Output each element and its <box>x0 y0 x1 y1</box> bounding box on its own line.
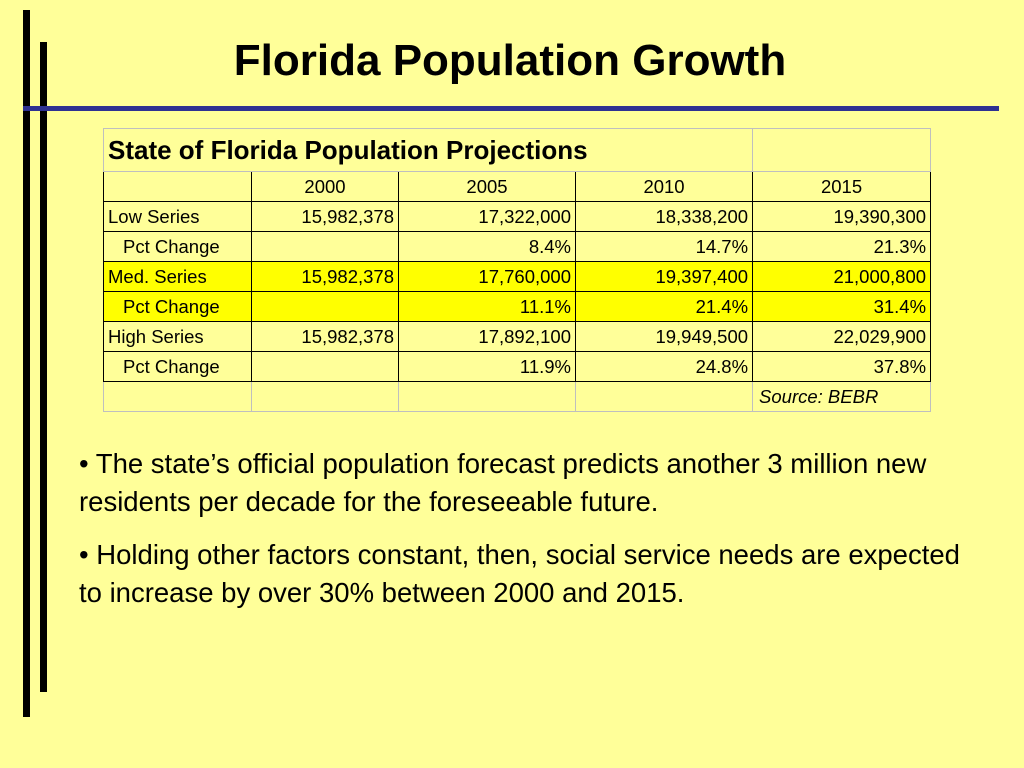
table-cell: 11.1% <box>398 291 576 322</box>
table-cell: 18,338,200 <box>574 201 754 232</box>
table-year-row: 2000 2005 2010 2015 <box>103 171 932 202</box>
table-header-row: State of Florida Population Projections <box>102 128 932 172</box>
year-header: 2010 <box>574 171 754 202</box>
table-cell: 22,029,900 <box>752 321 932 352</box>
source-note: Source: BEBR <box>752 381 932 412</box>
row-label: High Series <box>103 321 252 352</box>
table-title: State of Florida Population Projections <box>102 128 754 172</box>
row-label: Pct Change <box>103 291 252 322</box>
table-cell <box>251 381 399 412</box>
left-accent-bar-inner <box>40 42 47 692</box>
row-label: Pct Change <box>103 351 252 382</box>
table-cell: 15,982,378 <box>251 261 399 292</box>
year-header: 2015 <box>752 171 932 202</box>
table-cell: 37.8% <box>752 351 932 382</box>
bullet-item: • Holding other factors constant, then, … <box>79 539 960 608</box>
table-cell: 11.9% <box>398 351 576 382</box>
table-cell: 14.7% <box>574 231 754 262</box>
table-cell: 17,322,000 <box>398 201 576 232</box>
table-row-low-pct-change: Pct Change 8.4% 14.7% 21.3% <box>103 231 932 262</box>
table-cell: 21.3% <box>752 231 932 262</box>
table-cell: 17,892,100 <box>398 321 576 352</box>
bullet-item: • The state’s official population foreca… <box>79 448 927 517</box>
title-underline-rule <box>23 106 999 111</box>
table-cell <box>752 128 932 172</box>
table-cell: 19,390,300 <box>752 201 932 232</box>
table-cell <box>251 291 399 322</box>
table-cell: 19,949,500 <box>574 321 754 352</box>
year-header: 2000 <box>251 171 399 202</box>
table-row-high-series: High Series 15,982,378 17,892,100 19,949… <box>103 321 932 352</box>
table-row-med-series: Med. Series 15,982,378 17,760,000 19,397… <box>103 261 932 292</box>
table-cell <box>103 171 252 202</box>
row-label: Low Series <box>103 201 252 232</box>
row-label: Pct Change <box>103 231 252 262</box>
table-cell: 15,982,378 <box>251 321 399 352</box>
table-row-med-pct-change: Pct Change 11.1% 21.4% 31.4% <box>103 291 932 322</box>
table-cell <box>398 381 576 412</box>
left-accent-bar-outer <box>23 10 30 717</box>
table-cell: 21.4% <box>574 291 754 322</box>
table-cell: 15,982,378 <box>251 201 399 232</box>
table-cell <box>251 231 399 262</box>
table-cell <box>251 351 399 382</box>
table-cell: 31.4% <box>752 291 932 322</box>
row-label: Med. Series <box>103 261 252 292</box>
table-cell: 19,397,400 <box>574 261 754 292</box>
table-cell: 24.8% <box>574 351 754 382</box>
table-row-high-pct-change: Pct Change 11.9% 24.8% 37.8% <box>103 351 932 382</box>
table-row-low-series: Low Series 15,982,378 17,322,000 18,338,… <box>103 201 932 232</box>
table-cell: 17,760,000 <box>398 261 576 292</box>
table-source-row: Source: BEBR <box>103 381 932 412</box>
year-header: 2005 <box>398 171 576 202</box>
table-cell <box>103 381 252 412</box>
bullet-list: • The state’s official population foreca… <box>79 445 984 627</box>
table-cell <box>574 381 754 412</box>
table-cell: 8.4% <box>398 231 576 262</box>
slide-title: Florida Population Growth <box>233 36 787 85</box>
population-projection-table: State of Florida Population Projections … <box>102 128 932 412</box>
table-cell: 21,000,800 <box>752 261 932 292</box>
